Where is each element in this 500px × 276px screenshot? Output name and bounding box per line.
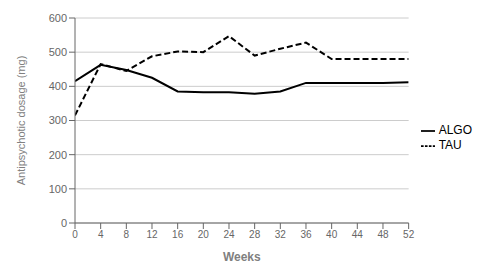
- svg-text:600: 600: [49, 12, 67, 24]
- svg-text:44: 44: [352, 229, 364, 240]
- svg-text:36: 36: [300, 229, 312, 240]
- svg-text:52: 52: [403, 229, 415, 240]
- svg-text:28: 28: [249, 229, 261, 240]
- html-text:TAU: TAU: [438, 138, 462, 152]
- svg-text:16: 16: [172, 229, 184, 240]
- svg-text:12: 12: [146, 229, 158, 240]
- svg-text:40: 40: [326, 229, 338, 240]
- svg-text:Weeks: Weeks: [223, 250, 261, 264]
- svg-text:32: 32: [275, 229, 287, 240]
- svg-text:200: 200: [49, 149, 67, 161]
- html-text:ALGO: ALGO: [438, 123, 472, 138]
- svg-text:500: 500: [49, 46, 67, 58]
- svg-text:8: 8: [124, 229, 130, 240]
- svg-text:400: 400: [49, 80, 67, 92]
- svg-text:0: 0: [72, 229, 78, 240]
- svg-text:24: 24: [223, 229, 235, 240]
- svg-text:Antipsychotic dosage (mg): Antipsychotic dosage (mg): [15, 56, 27, 186]
- svg-text:300: 300: [49, 114, 67, 126]
- svg-text:0: 0: [61, 217, 67, 229]
- svg-text:4: 4: [98, 229, 104, 240]
- svg-text:48: 48: [377, 229, 389, 240]
- svg-text:20: 20: [198, 229, 210, 240]
- svg-text:100: 100: [49, 183, 67, 195]
